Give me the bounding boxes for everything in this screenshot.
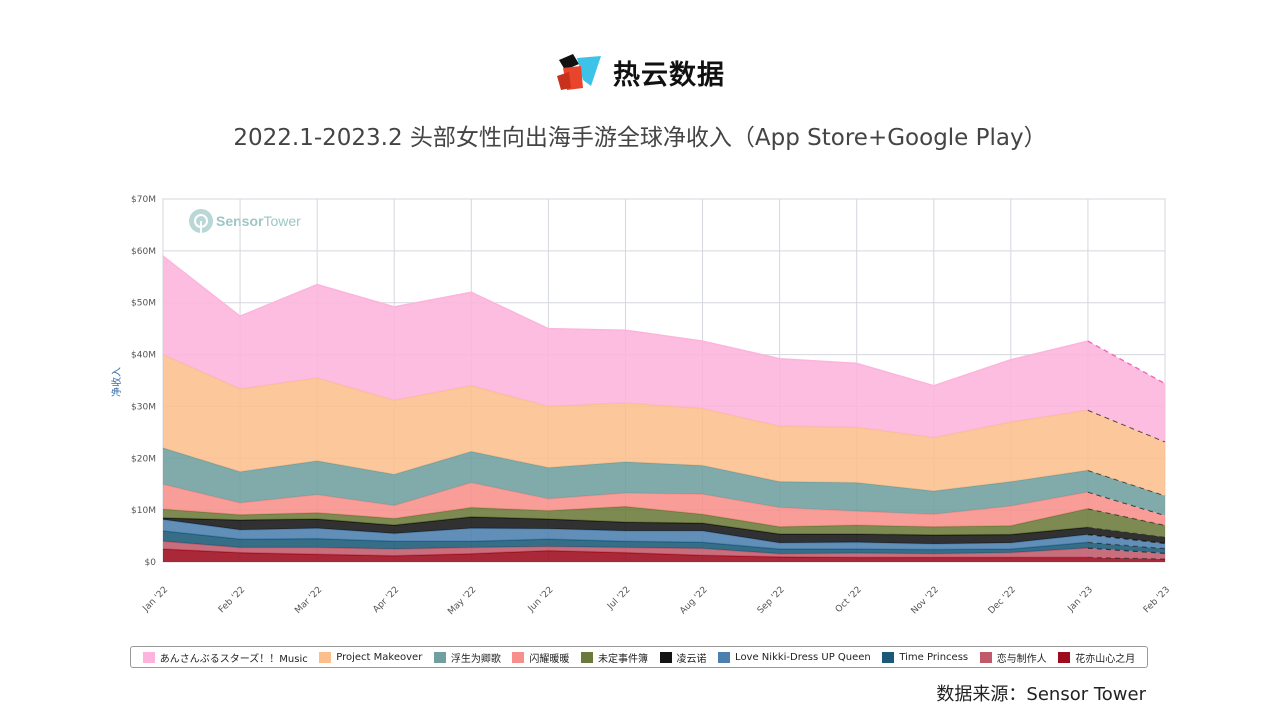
x-tick-label: Apr '22	[371, 585, 401, 615]
legend-item[interactable]: Project Makeover	[319, 651, 423, 663]
x-tick-label: May '22	[446, 585, 478, 617]
y-tick-label: $20M	[131, 454, 156, 464]
legend-swatch	[659, 651, 672, 663]
y-tick-label: $50M	[131, 299, 156, 309]
legend-item[interactable]: 凌云诺	[659, 650, 707, 665]
area-series-7	[163, 482, 1165, 527]
legend-item[interactable]: Time Princess	[882, 651, 969, 663]
legend-label: あんさんぶるスターズ！！Music	[159, 653, 308, 665]
series-projection-9	[1087, 409, 1166, 443]
y-tick-label: $40M	[131, 351, 156, 361]
area-series-4	[163, 519, 1165, 550]
legend-swatch	[1058, 651, 1071, 663]
legend-label: Love Nikki-Dress UP Queen	[735, 651, 871, 663]
legend-item[interactable]: あんさんぶるスターズ！！Music	[142, 650, 308, 665]
area-series-8	[163, 447, 1165, 516]
series-line-10	[162, 255, 1089, 387]
legend-swatch	[882, 651, 895, 663]
legend-label: 恋与制作人	[996, 653, 1047, 665]
area-series-9	[163, 354, 1165, 496]
y-tick-label: $10M	[131, 506, 156, 516]
legend-swatch	[433, 651, 446, 663]
y-tick-label: $0	[145, 558, 157, 568]
y-tick-label: $70M	[131, 195, 156, 205]
reyun-logo-icon	[557, 54, 601, 90]
legend-item[interactable]: 未定事件簿	[580, 650, 648, 665]
legend-item[interactable]: 恋与制作人	[979, 650, 1047, 665]
series-projection-8	[1087, 469, 1166, 497]
y-tick-label: $60M	[131, 247, 156, 257]
series-projection-1	[1087, 556, 1166, 560]
legend-swatch	[512, 651, 525, 663]
series-line-8	[162, 447, 1089, 492]
chart-areas	[162, 255, 1166, 562]
x-tick-label: Jan '22	[141, 585, 170, 614]
legend-label: 浮生为卿歌	[450, 653, 501, 665]
legend-swatch	[718, 651, 731, 663]
x-tick-label: Nov '22	[910, 585, 941, 616]
chart-legend: あんさんぶるスターズ！！Music Project Makeover 浮生为卿歌 闪耀…	[130, 646, 1148, 668]
x-tick-label: Oct '22	[834, 585, 864, 615]
legend-swatch	[979, 651, 992, 663]
legend-label: 花亦山心之月	[1075, 653, 1136, 665]
x-tick-label: Jan '23	[1066, 585, 1095, 614]
brand-header: 热云数据	[0, 48, 1280, 96]
x-tick-label: Sep '22	[756, 585, 787, 616]
x-tick-label: Feb '23	[1142, 585, 1172, 615]
series-line-4	[162, 518, 1089, 545]
legend-label: 闪耀暖暖	[529, 653, 570, 665]
legend-item[interactable]: 浮生为卿歌	[433, 650, 501, 665]
y-tick-label: $30M	[131, 402, 156, 412]
watermark-tower: Tower	[263, 213, 301, 229]
series-projection-5	[1087, 526, 1166, 538]
series-projection-7	[1087, 491, 1166, 516]
page-title: 2022.1-2023.2 头部女性向出海手游全球净收入（App Store+G…	[233, 125, 1047, 151]
y-axis-label: 净收入	[110, 367, 123, 397]
brand-name: 热云数据	[613, 59, 725, 91]
legend-item[interactable]: Love Nikki-Dress UP Queen	[718, 651, 871, 663]
sensor-tower-watermark: SensorTower	[189, 209, 301, 233]
data-source: 数据来源：Sensor Tower	[936, 684, 1146, 705]
svg-text:SensorTower: SensorTower	[216, 213, 301, 229]
area-series-2	[163, 541, 1165, 559]
area-series-10	[163, 256, 1165, 442]
legend-swatch	[580, 651, 593, 663]
legend-label: Project Makeover	[336, 651, 423, 663]
legend-label: Time Princess	[899, 651, 969, 663]
revenue-area-chart: SensorTower $0 $10M $20M $30M $40M $50M $60M $7…	[110, 195, 1172, 617]
area-series-1	[163, 549, 1165, 562]
legend-item[interactable]: 闪耀暖暖	[512, 650, 569, 665]
area-series-6	[163, 506, 1165, 538]
x-tick-label: Jul '22	[605, 585, 632, 612]
series-projection-10	[1087, 340, 1166, 385]
legend-label: 凌云诺	[676, 653, 707, 665]
x-tick-label: Feb '22	[217, 585, 247, 615]
x-tick-label: Aug '22	[678, 585, 709, 616]
x-tick-label: Mar '22	[293, 585, 324, 616]
x-tick-label: Dec '22	[987, 585, 1018, 616]
x-tick-label: Jun '22	[526, 585, 556, 615]
legend-swatch	[319, 651, 332, 663]
legend-swatch	[142, 651, 155, 663]
legend-item[interactable]: 花亦山心之月	[1058, 650, 1135, 665]
legend-label: 未定事件簿	[597, 653, 648, 665]
